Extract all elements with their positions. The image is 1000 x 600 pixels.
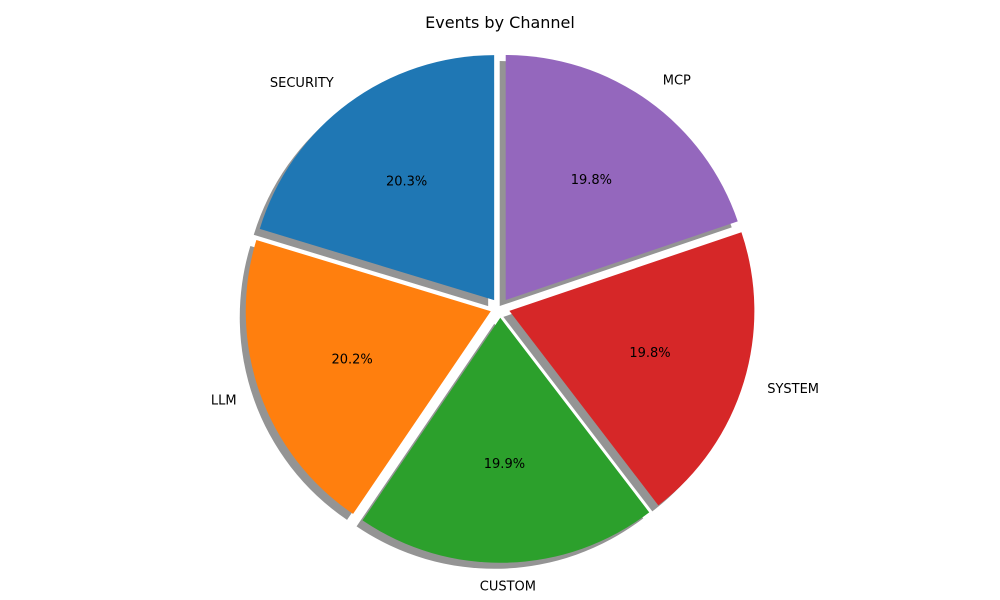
slice-labels: SECURITY 20.3% LLM 20.2% CUSTOM 19.9% SYSTEM 19…: [211, 74, 819, 595]
slice-percent-custom: 19.9%: [484, 457, 525, 472]
slice-percent-system: 19.8%: [629, 346, 670, 361]
chart-title: Events by Channel: [425, 13, 575, 32]
pie-slice-mcp: [505, 55, 738, 301]
pie-slice-security: [259, 55, 495, 301]
slice-label-system: SYSTEM: [767, 382, 819, 397]
pie-slice-llm: [245, 239, 491, 514]
slice-label-security: SECURITY: [270, 76, 334, 91]
slice-percent-llm: 20.2%: [331, 353, 372, 368]
pie-slice-system: [509, 232, 755, 506]
slice-percent-security: 20.3%: [386, 175, 427, 190]
pie-slices: [245, 55, 755, 563]
slice-label-llm: LLM: [211, 393, 237, 408]
slice-label-custom: CUSTOM: [480, 580, 536, 595]
slice-percent-mcp: 19.8%: [571, 173, 612, 188]
pie-slice-custom: [362, 317, 650, 563]
slice-label-mcp: MCP: [663, 74, 691, 89]
